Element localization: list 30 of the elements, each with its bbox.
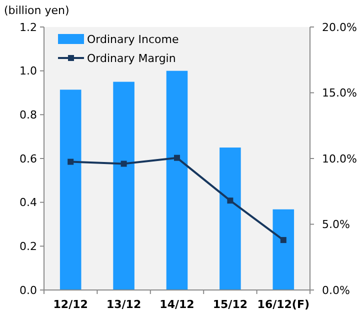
legend-label: Ordinary Income <box>87 32 179 46</box>
point <box>227 198 234 204</box>
y2-tick-label: 20.0% <box>322 20 357 34</box>
point <box>280 237 286 244</box>
y-tick-label: 0.4 <box>20 196 37 210</box>
bar <box>113 82 134 290</box>
y-tick-label: 0.6 <box>20 152 37 166</box>
bar <box>166 70 188 290</box>
x-tick-label: 16/12(F) <box>257 298 310 311</box>
bar <box>60 90 82 290</box>
y-axis-title: (billion yen) <box>4 4 70 17</box>
y2-tick-label: 5.0% <box>322 218 350 232</box>
bar <box>272 209 294 290</box>
y2-tick-label: 10.0% <box>322 152 357 166</box>
y-tick-label: 0.2 <box>20 240 37 254</box>
y-tick-label: 0.0 <box>20 284 37 297</box>
x-tick-label: 13/12 <box>106 298 142 311</box>
y-tick-label: 0.8 <box>20 108 37 122</box>
point <box>174 154 180 161</box>
y-tick-label: 1.0 <box>20 64 37 78</box>
y2-tick-label: 0.0% <box>322 284 350 297</box>
point <box>68 158 74 165</box>
bar <box>220 148 241 290</box>
y2-tick-label: 15.0% <box>322 86 357 100</box>
x-tick-label: 14/12 <box>160 298 194 311</box>
x-tick-label: 12/12 <box>53 298 88 311</box>
point <box>120 160 127 167</box>
legend-label: Ordinary Margin <box>87 52 176 65</box>
y-tick-label: 1.2 <box>20 20 37 34</box>
x-tick-label: 15/12 <box>212 298 248 311</box>
